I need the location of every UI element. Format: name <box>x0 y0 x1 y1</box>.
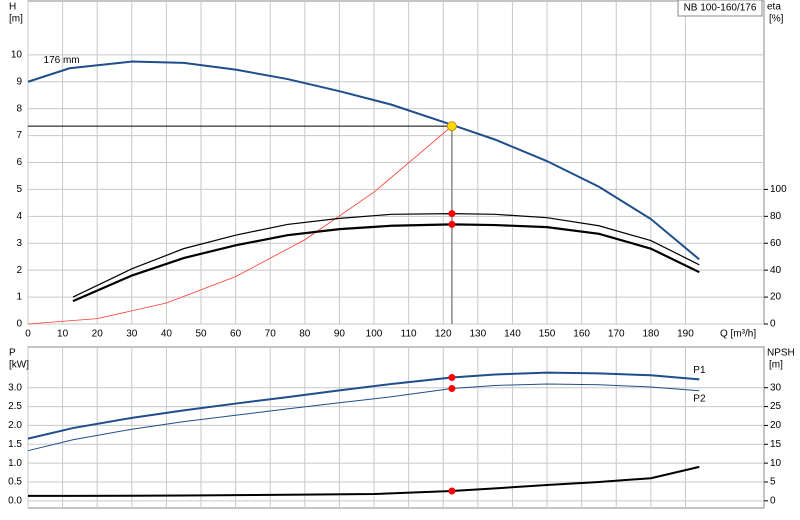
y-tick-label: 9 <box>16 76 22 87</box>
y2-tick-label: 40 <box>770 265 782 276</box>
operating-point <box>448 210 456 218</box>
y-tick-label: 3 <box>16 238 22 249</box>
x-tick-label: 10 <box>57 329 69 340</box>
y2-tick-label: 25 <box>770 401 782 412</box>
series-line <box>27 371 700 440</box>
x-tick-label: 170 <box>608 329 625 340</box>
x-tick-label: 160 <box>573 329 590 340</box>
y-tick-label: 5 <box>16 184 22 195</box>
y-axis-label: H <box>9 2 16 13</box>
y-tick-label: 2.5 <box>8 401 22 412</box>
y2-tick-label: 20 <box>770 420 782 431</box>
y-tick-label: 1.5 <box>8 439 22 450</box>
x-axis-label: Q [m³/h] <box>720 329 756 340</box>
y-tick-label: 6 <box>16 157 22 168</box>
y-tick-label: 1.0 <box>8 458 22 469</box>
x-tick-label: 30 <box>126 329 138 340</box>
x-tick-label: 190 <box>677 329 694 340</box>
y2-tick-label: 60 <box>770 238 782 249</box>
y-tick-label: 10 <box>11 49 23 60</box>
curve-label: P1 <box>693 365 706 376</box>
y2-tick-label: 5 <box>770 477 776 488</box>
series-line <box>72 213 700 298</box>
x-tick-label: 80 <box>299 329 311 340</box>
y-axis-label: P <box>9 348 16 359</box>
x-tick-label: 20 <box>92 329 104 340</box>
y-tick-label: 0.5 <box>8 477 22 488</box>
x-tick-label: 50 <box>195 329 207 340</box>
series-line <box>27 383 700 452</box>
x-tick-label: 140 <box>504 329 521 340</box>
y-axis-unit: [m] <box>9 14 23 25</box>
y-axis-unit: [kW] <box>9 360 29 371</box>
x-tick-label: 90 <box>334 329 346 340</box>
x-tick-label: 110 <box>401 329 417 340</box>
operating-point <box>446 121 457 132</box>
y2-tick-label: 30 <box>770 382 782 393</box>
operating-point <box>448 374 456 382</box>
y2-axis-unit: [m] <box>769 360 783 371</box>
y2-tick-label: 15 <box>770 439 782 450</box>
series-line <box>27 125 453 325</box>
x-tick-label: 40 <box>161 329 173 340</box>
x-tick-label: 100 <box>366 329 383 340</box>
y2-tick-label: 0 <box>770 495 776 506</box>
y-tick-label: 2.0 <box>8 420 22 431</box>
operating-point <box>448 220 456 228</box>
operating-point <box>448 384 456 392</box>
y-tick-label: 1 <box>16 292 22 303</box>
y-tick-label: 3.0 <box>8 382 22 393</box>
x-tick-label: 0 <box>25 329 31 340</box>
curve-label: 176 mm <box>44 55 80 66</box>
y2-tick-label: 100 <box>770 184 787 195</box>
y-tick-label: 7 <box>16 130 22 141</box>
x-tick-label: 180 <box>643 329 660 340</box>
x-tick-label: 70 <box>265 329 277 340</box>
y-tick-label: 4 <box>16 211 22 222</box>
chart-title: NB 100-160/176 <box>684 3 757 14</box>
y-tick-label: 0.0 <box>8 495 22 506</box>
y-tick-label: 2 <box>16 265 22 276</box>
y2-tick-label: 80 <box>770 211 782 222</box>
curve-label: P2 <box>693 393 706 404</box>
y-tick-label: 8 <box>16 103 22 114</box>
x-tick-label: 150 <box>539 329 556 340</box>
y2-tick-label: 10 <box>770 458 782 469</box>
x-tick-label: 120 <box>435 329 452 340</box>
series-line <box>27 60 700 261</box>
y2-tick-label: 20 <box>770 292 782 303</box>
series-line <box>72 223 700 303</box>
x-tick-label: 130 <box>469 329 486 340</box>
y2-tick-label: 0 <box>770 319 776 330</box>
operating-point <box>448 487 456 495</box>
y2-axis-label: NPSH <box>767 348 795 359</box>
y2-axis-label: eta <box>767 2 781 13</box>
y2-axis-unit: [%] <box>769 14 784 25</box>
x-tick-label: 60 <box>230 329 242 340</box>
y-tick-label: 0 <box>16 319 22 330</box>
title-box <box>677 0 763 17</box>
plot-area <box>27 346 765 509</box>
